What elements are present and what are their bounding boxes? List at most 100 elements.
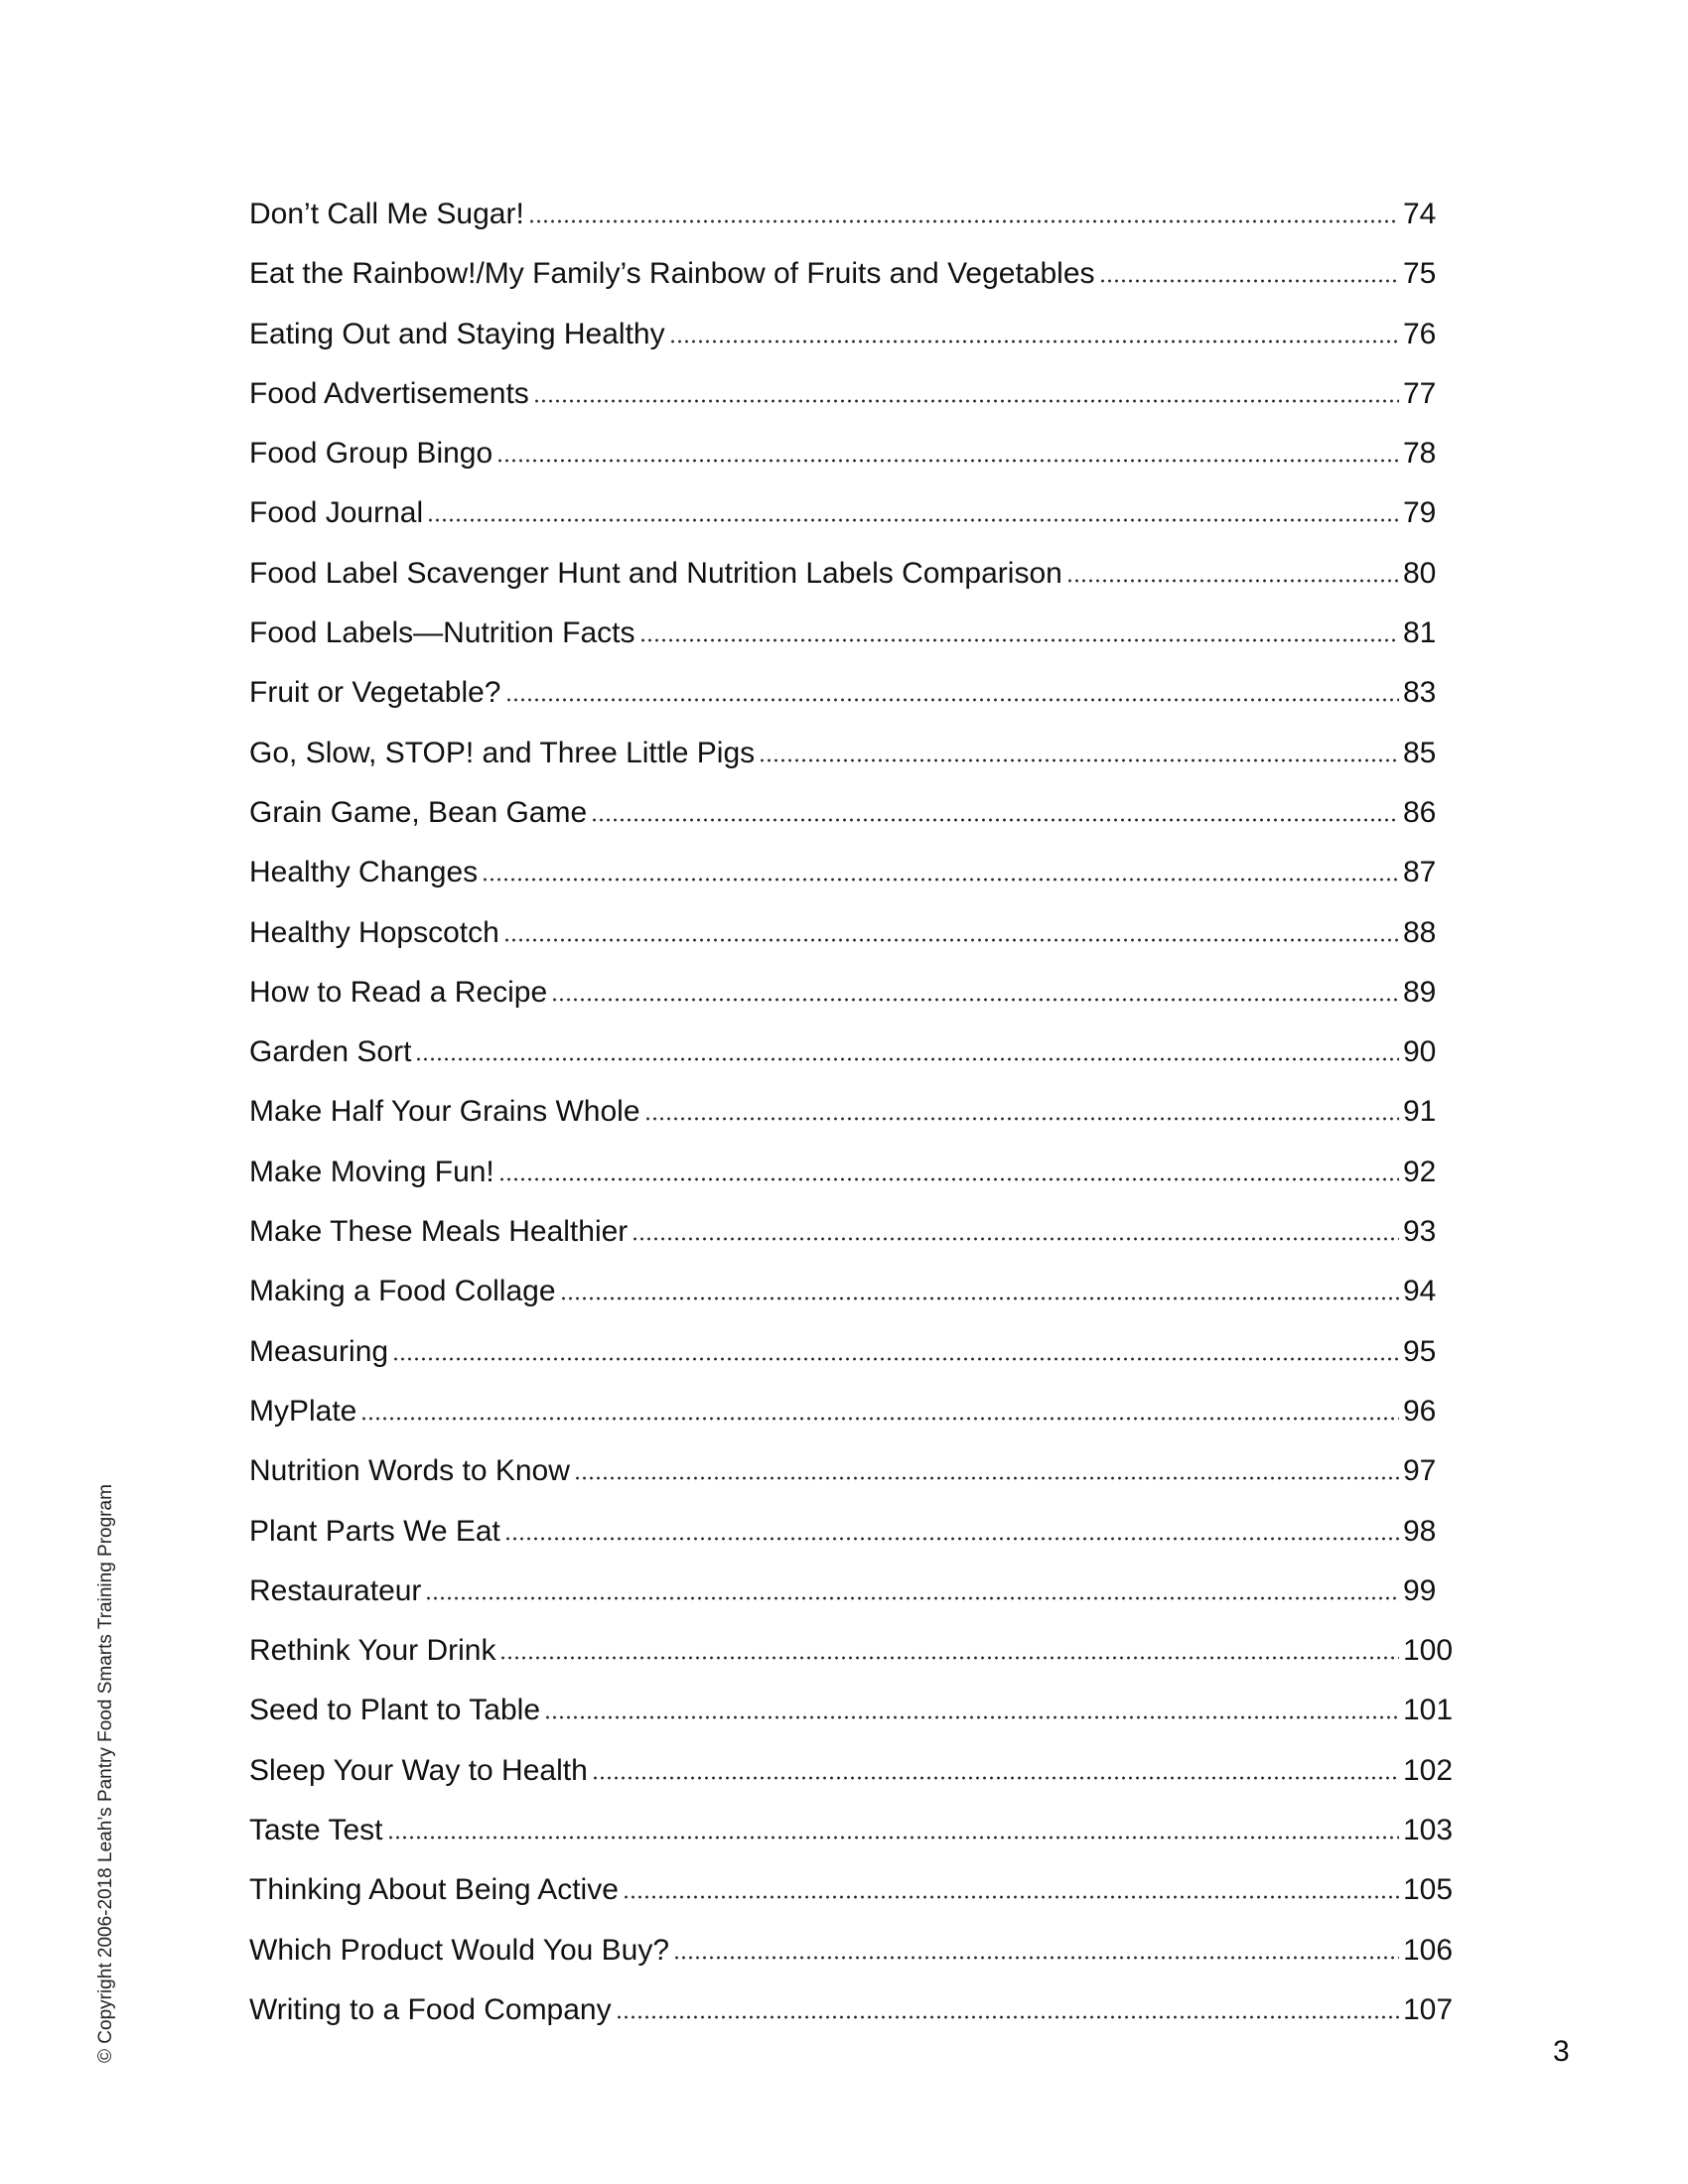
toc-entry-title: Food Group Bingo xyxy=(249,437,493,471)
toc-entry-page: 86 xyxy=(1403,795,1437,829)
dot-leader xyxy=(532,398,1399,403)
dot-leader xyxy=(622,1895,1399,1900)
toc-entry[interactable]: Making a Food Collage 94 xyxy=(249,1262,1461,1321)
toc-entry[interactable]: Make These Meals Healthier 93 xyxy=(249,1202,1461,1262)
toc-entry-title: Fruit or Vegetable? xyxy=(249,676,501,710)
toc-entry-title: Go, Slow, STOP! and Three Little Pigs xyxy=(249,736,756,769)
toc-entry-page: 100 xyxy=(1403,1634,1454,1668)
dot-leader xyxy=(499,1656,1399,1661)
toc-entry[interactable]: Make Moving Fun! 92 xyxy=(249,1143,1461,1202)
toc-entry-page: 78 xyxy=(1403,437,1437,471)
dot-leader xyxy=(551,997,1399,1002)
dot-leader xyxy=(497,1176,1399,1181)
toc-entry[interactable]: Restaurateur 99 xyxy=(249,1562,1461,1621)
toc-entry-title: Writing to a Food Company xyxy=(249,1992,612,2026)
toc-entry[interactable]: Thinking About Being Active 105 xyxy=(249,1860,1461,1920)
toc-entry-page: 95 xyxy=(1403,1334,1437,1368)
toc-entry-title: Eat the Rainbow!/My Family’s Rainbow of … xyxy=(249,257,1095,291)
toc-entry-title: Eating Out and Staying Healthy xyxy=(249,317,665,350)
toc-entry[interactable]: Food Label Scavenger Hunt and Nutrition … xyxy=(249,544,1461,604)
toc-entry-title: How to Read a Recipe xyxy=(249,975,548,1009)
toc-entry-page: 90 xyxy=(1403,1035,1437,1069)
toc-entry-title: Food Labels—Nutrition Facts xyxy=(249,616,635,650)
toc-entry-title: Don’t Call Me Sugar! xyxy=(249,198,524,230)
toc-entry-page: 80 xyxy=(1403,556,1437,590)
toc-entry-title: Thinking About Being Active xyxy=(249,1873,619,1907)
toc-entry-page: 98 xyxy=(1403,1514,1437,1548)
toc-entry-title: Nutrition Words to Know xyxy=(249,1454,570,1488)
dot-leader xyxy=(1098,279,1399,284)
toc-entry[interactable]: Which Product Would You Buy? 106 xyxy=(249,1921,1461,1980)
dot-leader xyxy=(425,1595,1399,1600)
copyright-notice: © Copyright 2006-2018 Leah’s Pantry Food… xyxy=(95,1484,116,2063)
toc-entry-title: Garden Sort xyxy=(249,1035,412,1069)
toc-entry[interactable]: Fruit or Vegetable? 83 xyxy=(249,663,1461,723)
toc-entry[interactable]: Eating Out and Staying Healthy 76 xyxy=(249,305,1461,364)
toc-entry-title: Measuring xyxy=(249,1334,389,1368)
toc-entry[interactable]: MyPlate 96 xyxy=(249,1382,1461,1441)
toc-entry[interactable]: Writing to a Food Company 107 xyxy=(249,1980,1461,2040)
toc-entry[interactable]: Food Group Bingo 78 xyxy=(249,424,1461,483)
toc-entry[interactable]: Nutrition Words to Know 97 xyxy=(249,1441,1461,1501)
dot-leader xyxy=(502,937,1399,942)
toc-entry-page: 107 xyxy=(1403,1992,1454,2026)
dot-leader xyxy=(1065,578,1399,583)
toc-entry-page: 87 xyxy=(1403,856,1437,889)
toc-entry-page: 76 xyxy=(1403,317,1437,350)
toc-entry-title: Grain Game, Bean Game xyxy=(249,795,588,829)
toc-entry-page: 89 xyxy=(1403,975,1437,1009)
toc-entry[interactable]: Taste Test 103 xyxy=(249,1801,1461,1860)
toc-entry-page: 74 xyxy=(1403,198,1437,230)
toc-entry[interactable]: Healthy Hopscotch 88 xyxy=(249,903,1461,963)
toc-entry[interactable]: Plant Parts We Eat 98 xyxy=(249,1502,1461,1562)
toc-entry-page: 93 xyxy=(1403,1215,1437,1249)
toc-entry-title: Sleep Your Way to Health xyxy=(249,1753,588,1787)
dot-leader xyxy=(591,1775,1399,1780)
toc-entry[interactable]: Food Labels—Nutrition Facts 81 xyxy=(249,604,1461,663)
dot-leader xyxy=(632,1237,1399,1242)
toc-entry[interactable]: Grain Game, Bean Game 86 xyxy=(249,783,1461,843)
toc-entry[interactable]: Measuring 95 xyxy=(249,1322,1461,1382)
dot-leader xyxy=(643,1117,1399,1122)
toc-entry-title: MyPlate xyxy=(249,1394,357,1428)
dot-leader xyxy=(759,757,1399,762)
toc-entry[interactable]: Make Half Your Grains Whole 91 xyxy=(249,1082,1461,1142)
toc-entry-title: Food Journal xyxy=(249,496,424,530)
page-number: 3 xyxy=(1553,2035,1570,2068)
toc-entry-page: 106 xyxy=(1403,1933,1454,1967)
toc-entry[interactable]: How to Read a Recipe 89 xyxy=(249,963,1461,1023)
toc-entry-title: Make These Meals Healthier xyxy=(249,1215,629,1249)
toc-entry-title: Taste Test xyxy=(249,1814,383,1847)
toc-entry-page: 91 xyxy=(1403,1095,1437,1129)
toc-entry-title: Restaurateur xyxy=(249,1573,422,1607)
toc-entry[interactable]: Eat the Rainbow!/My Family’s Rainbow of … xyxy=(249,244,1461,304)
toc-entry[interactable]: Go, Slow, STOP! and Three Little Pigs 85 xyxy=(249,724,1461,783)
table-of-contents: Don’t Call Me Sugar! 74 Eat the Rainbow!/M… xyxy=(249,185,1461,2040)
dot-leader xyxy=(482,878,1399,883)
toc-entry-page: 101 xyxy=(1403,1694,1454,1727)
toc-entry-page: 88 xyxy=(1403,915,1437,949)
dot-leader xyxy=(360,1416,1399,1421)
toc-entry-page: 94 xyxy=(1403,1275,1437,1308)
toc-entry-title: Make Moving Fun! xyxy=(249,1155,494,1188)
toc-entry[interactable]: Seed to Plant to Table 101 xyxy=(249,1681,1461,1740)
toc-entry-page: 92 xyxy=(1403,1155,1437,1188)
toc-entry[interactable]: Garden Sort 90 xyxy=(249,1023,1461,1082)
dot-leader xyxy=(673,1955,1399,1960)
toc-entry-page: 99 xyxy=(1403,1573,1437,1607)
dot-leader xyxy=(503,1536,1399,1541)
toc-entry-page: 97 xyxy=(1403,1454,1437,1488)
toc-entry[interactable]: Food Advertisements 77 xyxy=(249,364,1461,424)
dot-leader xyxy=(386,1836,1399,1841)
toc-entry-title: Food Label Scavenger Hunt and Nutrition … xyxy=(249,556,1062,590)
dot-leader xyxy=(427,518,1399,523)
toc-entry-title: Food Advertisements xyxy=(249,376,529,410)
toc-entry[interactable]: Sleep Your Way to Health 102 xyxy=(249,1741,1461,1801)
toc-entry[interactable]: Don’t Call Me Sugar! 74 xyxy=(249,185,1461,244)
dot-leader xyxy=(668,339,1399,343)
toc-entry-title: Plant Parts We Eat xyxy=(249,1514,500,1548)
toc-entry[interactable]: Food Journal 79 xyxy=(249,483,1461,543)
toc-entry[interactable]: Healthy Changes 87 xyxy=(249,843,1461,902)
toc-entry-page: 83 xyxy=(1403,676,1437,710)
toc-entry[interactable]: Rethink Your Drink 100 xyxy=(249,1621,1461,1681)
